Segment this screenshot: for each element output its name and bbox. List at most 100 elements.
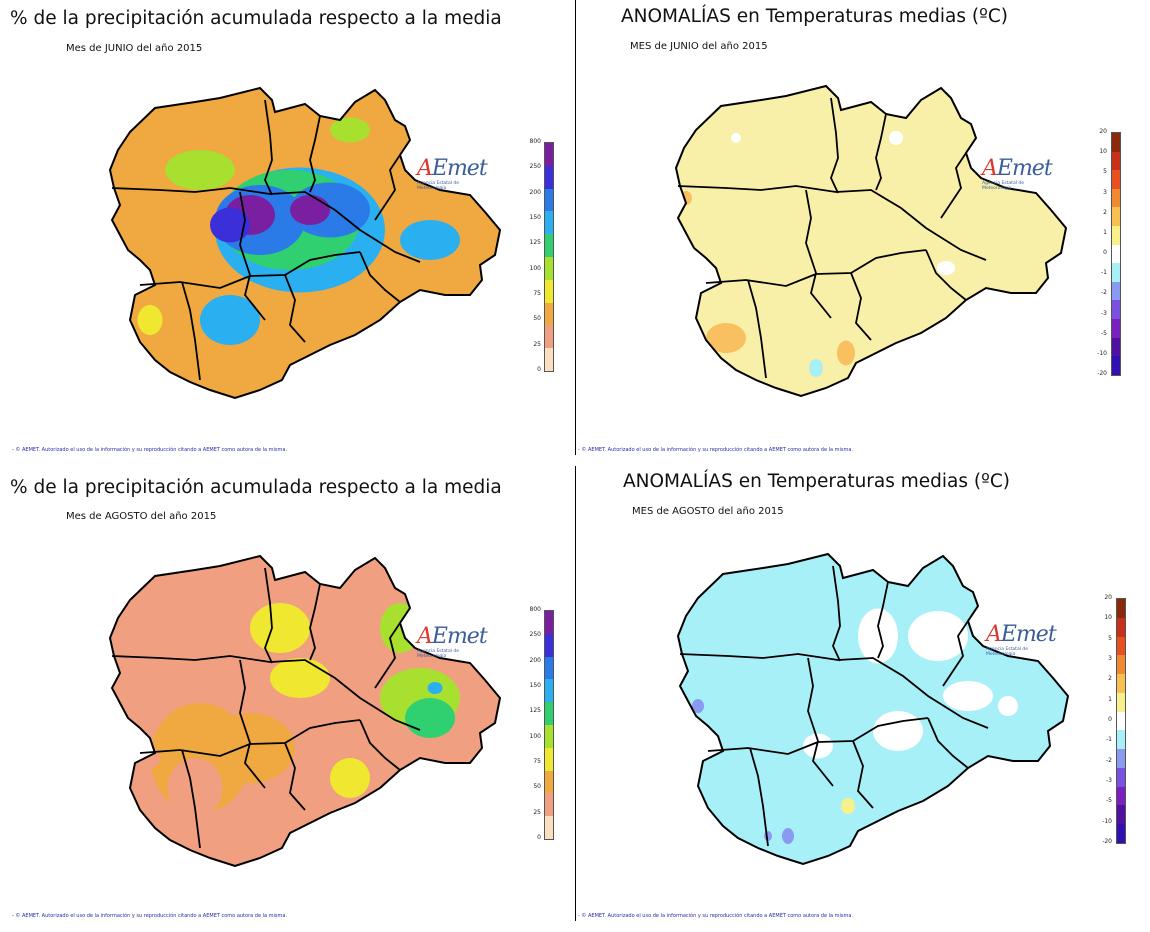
panel-title: % de la precipitación acumulada respecto… [10, 477, 502, 498]
contour-area [210, 207, 250, 243]
panel-subtitle: MES de JUNIO del año 2015 [630, 41, 768, 52]
legend-swatch [1117, 786, 1125, 806]
legend-swatch [1112, 300, 1120, 320]
legend-swatch [1117, 767, 1125, 787]
legend-swatch [545, 348, 553, 371]
province-border [284, 274, 306, 343]
contour-area [943, 681, 993, 711]
legend-tick-label: 20 [1099, 128, 1107, 135]
legend-tick-label: 0 [537, 366, 541, 373]
legend-tick-label: 250 [529, 631, 541, 639]
legend-ticks: 20 10 5 3 2 1 0 -1 -2 -3 -5 -10 -20 [1091, 128, 1107, 377]
province-border [817, 717, 929, 743]
temp-august-panel: ANOMALÍAS en Temperaturas medias (ºC) ME… [576, 466, 1150, 932]
province-border [925, 249, 967, 301]
legend-colorbar [1116, 598, 1126, 844]
legend-tick-label: -10 [1102, 817, 1112, 825]
region-outline [108, 554, 502, 868]
copyright-footer: - © AEMET. Autorizado el uso de la infor… [578, 447, 854, 453]
legend-swatch [1112, 151, 1120, 171]
legend-tick-label: -20 [1097, 370, 1107, 377]
panel-title: ANOMALÍAS en Temperaturas medias (ºC) [623, 471, 1010, 492]
contour-area [937, 261, 955, 275]
legend-tick-label: -1 [1101, 269, 1107, 277]
logo-tagline: Agencia Estatal de Meteorología [417, 649, 460, 659]
province-border [747, 279, 767, 379]
province-border [139, 275, 251, 289]
legend-swatch [545, 234, 553, 257]
legend-tick-label: 250 [529, 163, 541, 171]
province-border [181, 281, 201, 381]
contour-area [330, 117, 370, 143]
aemet-logo: AEmet Agencia Estatal de Meteorología [986, 622, 1057, 658]
province-border [707, 741, 819, 755]
province-border [249, 251, 361, 277]
legend-tick-label: 25 [533, 340, 541, 348]
contour-area [913, 823, 943, 849]
legend-tick-label: 1 [1108, 695, 1112, 703]
map-fill [678, 554, 1068, 864]
legend-tick-label: 200 [529, 656, 541, 664]
region-map [676, 552, 1070, 866]
legend-swatch [1112, 337, 1120, 357]
region-outline [676, 552, 1070, 866]
legend-swatch [545, 679, 553, 703]
legend-swatch [545, 724, 553, 748]
legend-tick-label: 75 [533, 757, 541, 765]
legend-swatch [1117, 730, 1125, 750]
legend-tick-label: 3 [1108, 655, 1112, 662]
legend-tick-label: 100 [529, 264, 541, 272]
province-border [850, 272, 872, 341]
legend-tick-label: 0 [1108, 716, 1112, 723]
legend-swatch [545, 165, 553, 189]
legend-tick-label: -10 [1097, 349, 1107, 357]
legend-tick-label: 5 [1108, 634, 1112, 642]
map-fill [110, 88, 500, 398]
legend-swatch [545, 702, 553, 725]
province-border [111, 187, 421, 263]
copyright-footer: - © AEMET. Autorizado el uso de la infor… [578, 913, 854, 919]
legend-colorbar [544, 142, 554, 372]
province-border [877, 581, 889, 659]
aemet-logo: AEmet Agencia Estatal de Meteorología [417, 626, 488, 660]
province-border [239, 191, 266, 321]
legend-swatch [1112, 226, 1120, 245]
province-border [264, 567, 273, 664]
logo-wordmark: AEmet [986, 622, 1057, 647]
legend-tick-label: 2 [1108, 675, 1112, 683]
province-border [181, 749, 201, 849]
legend-swatch [545, 188, 553, 212]
contour-area [205, 713, 295, 783]
legend-swatch [1112, 244, 1120, 264]
legend-tick-label: -20 [1102, 838, 1112, 845]
contour-area [809, 359, 823, 377]
province-border [374, 622, 401, 689]
legend-tick-label: 75 [533, 289, 541, 297]
contour-area [858, 608, 898, 664]
legend-ticks: 800 250 200 150 125 100 75 50 25 0 [525, 139, 541, 373]
province-border [942, 620, 969, 687]
panel-divider [575, 0, 576, 455]
legend-tick-label: 200 [529, 188, 541, 196]
legend-tick-label: 125 [529, 707, 541, 715]
legend-swatch [1112, 188, 1120, 208]
contour-area [873, 711, 923, 751]
province-border [832, 565, 841, 662]
legend-swatch [1117, 674, 1125, 693]
legend-swatch [545, 816, 553, 839]
legend-tick-label: -2 [1101, 289, 1107, 297]
legend-swatch [545, 302, 553, 326]
legend-tick-label: -3 [1106, 777, 1112, 784]
region-outline [674, 84, 1068, 398]
panel-subtitle: Mes de JUNIO del año 2015 [66, 43, 203, 54]
legend-tick-label: -1 [1106, 736, 1112, 744]
contour-area [270, 658, 330, 698]
contour-area [200, 295, 260, 345]
contour-area [692, 699, 704, 713]
contour-area [908, 611, 968, 661]
province-border [875, 113, 887, 191]
legend-tick-label: 20 [1104, 594, 1112, 601]
legend-colorbar [1111, 132, 1121, 376]
legend-swatch [545, 211, 553, 235]
contour-area [998, 696, 1018, 716]
